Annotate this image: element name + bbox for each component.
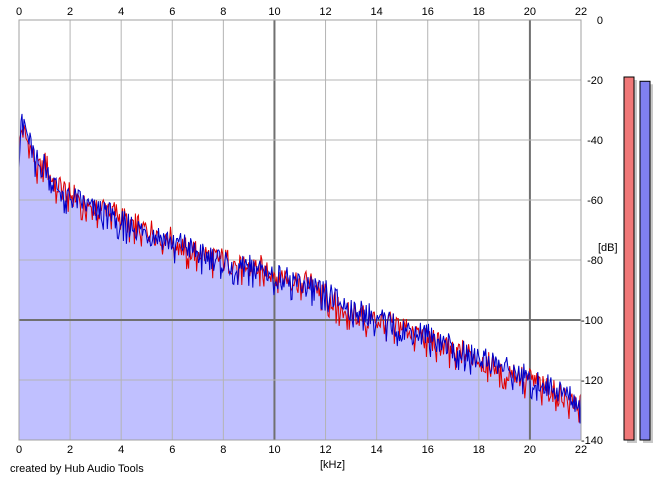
x-tick-label-bottom: 2 <box>67 444 73 456</box>
spectrum-fill-area <box>19 113 581 441</box>
y-axis-unit-label: [dB] <box>598 242 618 254</box>
x-tick-label-top: 20 <box>524 6 536 18</box>
y-tick-label: -120 <box>581 375 603 387</box>
x-tick-label-top: 12 <box>319 6 331 18</box>
x-tick-label-bottom: 0 <box>16 444 22 456</box>
x-tick-label-top: 14 <box>371 6 383 18</box>
plot-frame <box>18 19 582 441</box>
x-tick-label-top: 6 <box>169 6 175 18</box>
x-tick-label-top: 4 <box>118 6 124 18</box>
level-meter-bar <box>639 80 651 441</box>
x-axis-unit-label: [kHz] <box>320 459 345 471</box>
y-tick-labels-right: 0 -20 -40 -60 -80 -100 -120 -140 <box>581 15 603 447</box>
x-tick-label-bottom: 10 <box>268 444 280 456</box>
x-tick-label-bottom: 8 <box>220 444 226 456</box>
y-tick-label: -100 <box>581 315 603 327</box>
x-tick-label-top: 22 <box>575 6 587 18</box>
series-line-blue <box>18 113 582 424</box>
x-tick-label-top: 18 <box>473 6 485 18</box>
x-tick-label-bottom: 4 <box>118 444 124 456</box>
x-tick-label-bottom: 14 <box>371 444 383 456</box>
y-tick-label: -140 <box>581 435 603 447</box>
x-tick-label-bottom: 20 <box>524 444 536 456</box>
credit-text: created by Hub Audio Tools <box>10 463 144 475</box>
x-tick-label-bottom: 6 <box>169 444 175 456</box>
y-tick-label: 0 <box>597 15 603 27</box>
y-tick-label: -40 <box>587 135 603 147</box>
x-tick-label-top: 2 <box>67 6 73 18</box>
y-tick-label: -20 <box>587 75 603 87</box>
x-tick-label-bottom: 16 <box>422 444 434 456</box>
y-tick-label: -80 <box>587 255 603 267</box>
x-tick-labels-bottom: 0 2 4 6 8 10 12 14 16 18 20 22 <box>16 444 587 456</box>
x-tick-label-bottom: 22 <box>575 444 587 456</box>
x-tick-label-top: 10 <box>268 6 280 18</box>
x-tick-label-top: 0 <box>16 6 22 18</box>
level-meter-bar <box>623 76 635 441</box>
x-tick-label-bottom: 18 <box>473 444 485 456</box>
x-tick-labels-top: 0 2 4 6 8 10 12 14 16 18 20 22 <box>16 6 587 18</box>
level-meters <box>623 76 653 443</box>
y-tick-label: -60 <box>587 195 603 207</box>
x-tick-label-top: 16 <box>422 6 434 18</box>
x-tick-label-top: 8 <box>220 6 226 18</box>
x-tick-label-bottom: 12 <box>319 444 331 456</box>
